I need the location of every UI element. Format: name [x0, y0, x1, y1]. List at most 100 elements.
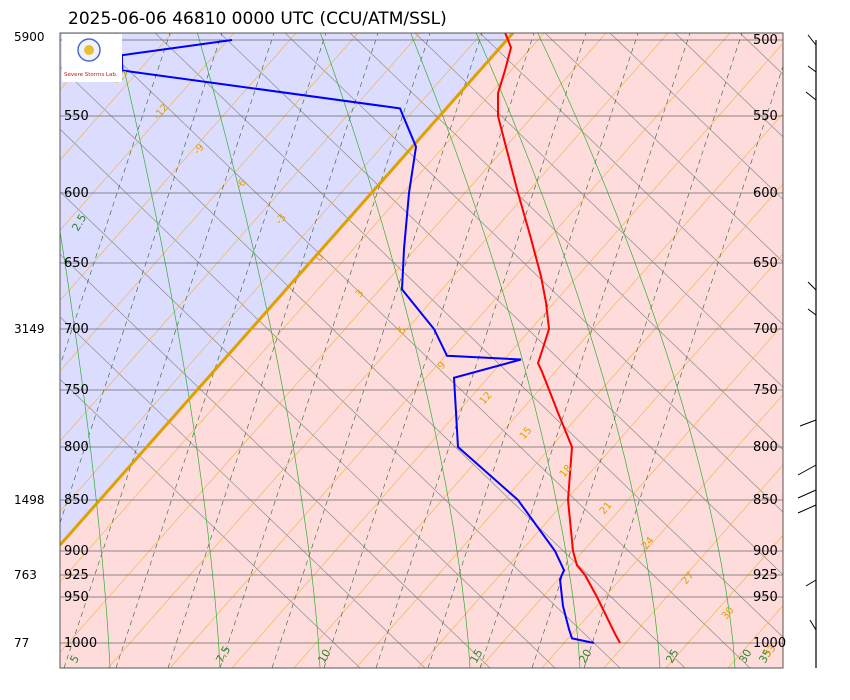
isotherm [541, 394, 783, 668]
background-lines [60, 33, 850, 668]
profiles [121, 33, 621, 644]
wind-barb [797, 464, 817, 476]
wind-barbs [797, 34, 817, 668]
pressure-label-left: 650 [64, 256, 89, 271]
wind-barb [807, 308, 817, 316]
isotherm [231, 42, 783, 668]
freezing-isotherm [60, 33, 515, 546]
dry-adiabat [479, 33, 783, 326]
dry-adiabat [60, 316, 426, 668]
logo-text: Severe Storms Lab. [64, 72, 118, 78]
wind-barb [807, 65, 817, 73]
isotherm [60, 33, 421, 442]
isotherm [479, 323, 783, 668]
dry-adiabat [805, 33, 850, 668]
isotherm [169, 33, 731, 668]
temperature-tick-label: 20 [576, 647, 594, 666]
temperature-tick-label: 30 [736, 647, 754, 666]
pressure-label-right: 550 [753, 109, 778, 124]
dewpoint-profile [121, 39, 595, 644]
dry-adiabat [60, 66, 686, 668]
moist-adiabat [475, 33, 661, 668]
temperature-tick-label: 15 [467, 647, 485, 666]
isotherm [603, 464, 783, 668]
pressure-label-right: 850 [753, 493, 778, 508]
dry-adiabat [60, 191, 556, 668]
pressure-label-left: 700 [64, 322, 89, 337]
mixing-ratio-line [583, 65, 783, 668]
dry-adiabat [60, 128, 621, 668]
pressure-label-right: 700 [753, 322, 778, 337]
pressure-label-right: 600 [753, 186, 778, 201]
moist-adiabat [115, 33, 221, 668]
pressure-label-right: 925 [753, 568, 778, 583]
moist-adiabat [60, 229, 111, 668]
mixing-ratio-line [479, 33, 691, 668]
pressure-label-right: 650 [753, 256, 778, 271]
pressure-label-left: 750 [64, 383, 89, 398]
wind-barb [809, 619, 817, 631]
isotherm [60, 33, 483, 512]
dry-adiabat-label: 3 [354, 288, 367, 300]
dry-adiabat [89, 33, 751, 668]
dry-adiabat [349, 33, 783, 451]
pressure-label-left: 600 [64, 186, 89, 201]
dry-adiabat [414, 33, 783, 388]
mixing-ratio-line [531, 33, 743, 668]
isotherm [417, 253, 783, 668]
mixing-ratio-line [167, 33, 379, 668]
isotherm [355, 183, 783, 668]
lab-logo: Severe Storms Lab. [62, 34, 122, 82]
pressure-label-right: 500 [753, 33, 778, 48]
isotherm [60, 33, 297, 302]
mixing-ratio-line [323, 33, 535, 668]
isotherm [293, 113, 783, 668]
moist-adiabat [320, 33, 471, 668]
pressure-label-left: 550 [64, 109, 89, 124]
wind-barb [799, 419, 817, 427]
mixing-ratio-line [427, 33, 639, 668]
chart-title: 2025-06-06 46810 0000 UTC (CCU/ATM/SSL) [68, 9, 447, 29]
isotherm [60, 33, 173, 161]
dry-adiabat [60, 378, 361, 668]
warm-region [60, 33, 783, 668]
temperature-tick-label: 10 [315, 647, 333, 666]
moist-adiabat [410, 33, 581, 668]
wind-barb [807, 281, 817, 291]
mixing-ratio-line [115, 33, 327, 668]
dry-adiabat [219, 33, 783, 576]
isotherm [60, 33, 235, 231]
wind-barb [805, 579, 817, 587]
mixing-ratio-line [271, 33, 483, 668]
dry-adiabat-label: 6 [396, 325, 409, 337]
dry-adiabat-label: 0 [314, 252, 327, 264]
pressure-label-left: 1000 [64, 636, 97, 651]
isotherm [107, 33, 669, 668]
pressure-label-right: 900 [753, 544, 778, 559]
wind-barb [805, 91, 817, 101]
mixing-ratio-line [60, 33, 223, 524]
isotherm [60, 33, 545, 583]
mixing-ratio-line [63, 33, 275, 668]
height-label: 77 [14, 636, 29, 650]
height-label: 3149 [14, 322, 45, 336]
mixing-ratio-line [219, 33, 431, 668]
pressure-label-right: 800 [753, 440, 778, 455]
temperature-tick-label: 35 [756, 647, 774, 666]
dry-adiabat [284, 33, 783, 513]
isotherm [665, 534, 783, 668]
height-label: 5900 [14, 30, 45, 44]
pressure-label-right: 950 [753, 590, 778, 605]
wind-barb [807, 34, 817, 46]
dry-adiabat-label: 9 [436, 360, 449, 372]
pressure-label-left: 925 [64, 568, 89, 583]
pressure-label-left: 800 [64, 440, 89, 455]
moist-adiabat [537, 33, 736, 668]
wind-barb [797, 504, 817, 514]
isotherm [60, 33, 607, 653]
dry-adiabat [60, 253, 491, 668]
wind-barb [797, 489, 817, 499]
height-label: 763 [14, 568, 37, 582]
pressure-label-left: 850 [64, 493, 89, 508]
